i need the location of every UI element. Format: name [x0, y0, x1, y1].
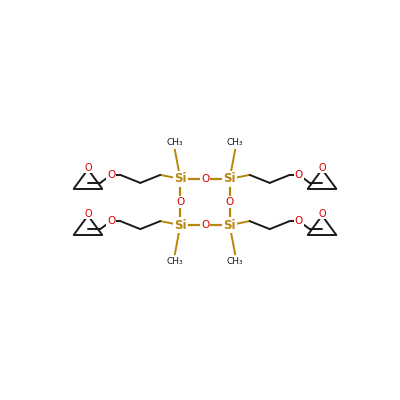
Text: Si: Si: [174, 218, 187, 232]
Text: O: O: [107, 216, 115, 226]
Text: O: O: [318, 163, 326, 173]
Text: O: O: [84, 163, 92, 173]
Text: O: O: [201, 174, 209, 184]
Text: O: O: [226, 197, 234, 207]
Text: O: O: [176, 197, 184, 207]
Text: CH₃: CH₃: [166, 257, 183, 266]
Text: O: O: [201, 220, 209, 230]
Text: O: O: [295, 216, 303, 226]
Text: Si: Si: [223, 218, 236, 232]
Text: O: O: [107, 170, 115, 180]
Text: CH₃: CH₃: [166, 138, 183, 147]
Text: O: O: [295, 170, 303, 180]
Text: CH₃: CH₃: [227, 138, 244, 147]
Text: Si: Si: [174, 172, 187, 186]
Text: O: O: [84, 209, 92, 219]
Text: O: O: [318, 209, 326, 219]
Text: CH₃: CH₃: [227, 257, 244, 266]
Text: Si: Si: [223, 172, 236, 186]
